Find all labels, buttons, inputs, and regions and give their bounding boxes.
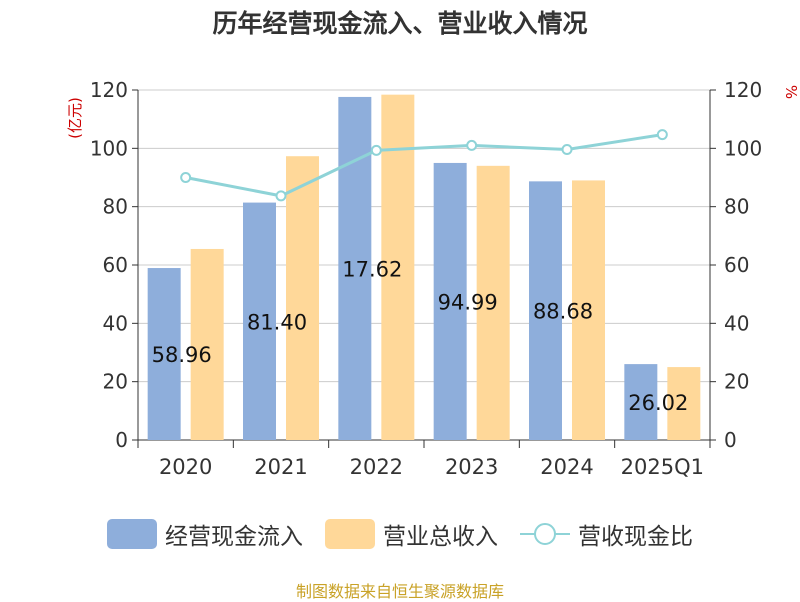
legend-label-ratio: 营收现金比: [578, 524, 693, 550]
legend-swatch-inflow: [107, 519, 157, 549]
y-right-tick-label: 60: [724, 253, 749, 277]
x-tick-label: 2021: [254, 455, 307, 479]
legend-swatch-revenue: [325, 519, 375, 549]
ratio-point: [370, 144, 382, 156]
y-left-tick-label: 60: [103, 253, 128, 277]
y-right-tick-label: 100: [724, 136, 762, 160]
y-left-tick-label: 20: [103, 370, 128, 394]
data-label-inflow: 81.40: [247, 310, 307, 334]
bar-inflow: [433, 162, 467, 440]
y-right-tick-label: 40: [724, 311, 749, 335]
data-label-inflow: 58.96: [152, 343, 212, 367]
x-tick-label: 2025Q1: [621, 455, 704, 479]
bar-revenue: [381, 94, 415, 441]
x-tick-label: 2024: [540, 455, 593, 479]
bar-revenue: [572, 180, 605, 440]
data-label-inflow: 88.68: [533, 300, 593, 324]
legend-label-revenue: 营业总收入: [383, 524, 498, 550]
y-left-tick-label: 40: [103, 311, 128, 335]
y-right-axis-label: %: [782, 85, 800, 99]
legend-item-inflow[interactable]: 经营现金流入: [107, 517, 303, 551]
y-right-tick-label: 120: [724, 78, 762, 102]
data-label-inflow: 26.02: [628, 391, 688, 415]
legend-item-ratio[interactable]: 营收现金比: [520, 517, 693, 551]
ratio-line: [185, 133, 663, 198]
y-right-tick-label: 20: [724, 370, 749, 394]
source-note: 制图数据来自恒生聚源数据库: [295, 582, 504, 601]
legend-label-inflow: 经营现金流入: [165, 524, 303, 550]
ratio-point: [466, 139, 478, 151]
bar-revenue: [667, 367, 701, 440]
bar-inflow: [147, 268, 181, 440]
legend-swatch-ratio: [520, 519, 570, 549]
ratio-point: [180, 172, 192, 183]
bar-inflow: [529, 181, 562, 440]
y-left-axis-label: (亿元): [66, 97, 84, 139]
x-tick-label: 2023: [445, 455, 498, 479]
data-label-inflow: 17.62: [342, 257, 402, 281]
chart-title: 历年经营现金流入、营业收入情况: [212, 9, 588, 38]
bar-revenue: [476, 165, 510, 441]
x-tick-label: 2022: [350, 455, 403, 479]
y-left-tick-label: 100: [90, 136, 128, 160]
bar-revenue: [190, 248, 224, 440]
y-right-tick-label: 0: [724, 428, 737, 452]
ratio-point: [656, 129, 668, 141]
bar-revenue: [286, 156, 319, 441]
y-right-tick-label: 80: [724, 195, 749, 219]
legend: 经营现金流入 营业总收入 营收现金比: [0, 516, 800, 552]
ratio-point: [275, 190, 287, 202]
ratio-point: [561, 144, 573, 155]
y-left-tick-label: 0: [115, 428, 128, 452]
legend-item-revenue[interactable]: 营业总收入: [325, 517, 498, 551]
x-tick-label: 2020: [159, 455, 212, 479]
bar-inflow: [624, 364, 658, 440]
bar-inflow: [243, 202, 276, 440]
data-label-inflow: 94.99: [438, 290, 498, 314]
y-left-tick-label: 120: [90, 78, 128, 102]
y-left-tick-label: 80: [103, 195, 128, 219]
